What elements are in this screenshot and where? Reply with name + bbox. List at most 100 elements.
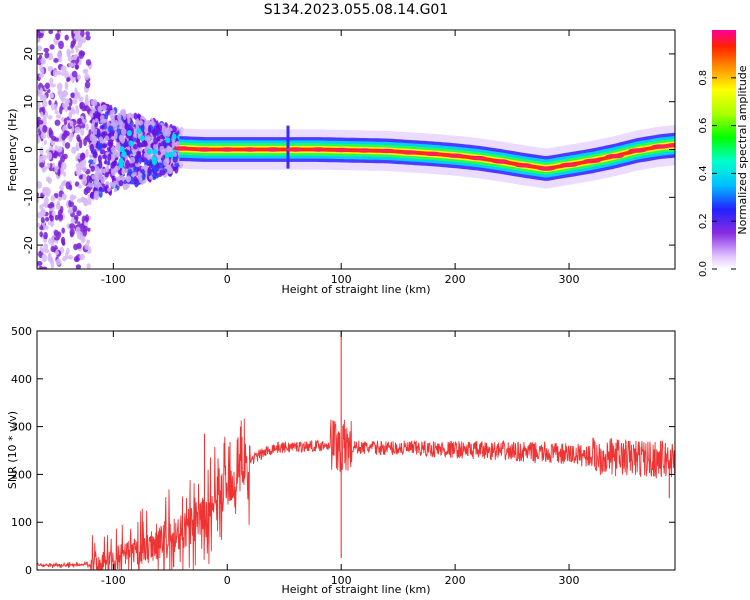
heatmap-speckle (50, 102, 56, 111)
heatmap-speckle (44, 216, 50, 222)
ridge-point (377, 148, 396, 154)
heatmap-speckle (68, 136, 73, 143)
heatmap-speckle (57, 145, 63, 153)
heatmap-speckle (77, 184, 82, 189)
snr-ticks: -100 0 100 200 300 0 100 200 300 400 500 (11, 325, 675, 587)
heatmap-speckle (62, 256, 67, 262)
heatmap-speckle (37, 260, 43, 266)
ridge-point (666, 143, 675, 148)
heatmap-speckle (97, 154, 102, 163)
heatmap-speckle (44, 196, 49, 205)
heatmap-speckle (77, 136, 81, 143)
ridge-point (468, 155, 487, 161)
heatmap-speckle (173, 152, 177, 157)
heatmap-speckle (67, 106, 72, 111)
heatmap-speckle (168, 167, 174, 174)
heatmap-speckle (89, 143, 95, 152)
heatmap-speckle (49, 77, 54, 85)
heatmap-speckle (107, 125, 114, 133)
heatmap-speckle (50, 246, 56, 253)
heatmap-speckle (60, 65, 67, 73)
heatmap-speckle (79, 101, 85, 109)
snr-xlabel: Height of straight line (km) (281, 583, 430, 596)
heatmap-speckle (38, 265, 43, 269)
heatmap-speckle (72, 55, 77, 61)
ridge-point (400, 150, 419, 155)
heatmap-speckle (57, 213, 64, 221)
heatmap-speckle (99, 119, 106, 124)
heatmap-speckle (44, 82, 51, 89)
heatmap-speckle (76, 231, 83, 240)
heatmap-speckle (64, 81, 69, 91)
heatmap-speckle (44, 51, 50, 59)
heatmap-speckle (83, 197, 89, 205)
heatmap-speckle (87, 227, 91, 232)
heatmap-speckle (55, 258, 62, 266)
heatmap-speckle (150, 119, 155, 126)
heatmap-speckle (37, 119, 44, 125)
heatmap-speckle (89, 154, 94, 159)
heatmap-speckle (93, 193, 98, 200)
heatmap-speckle (78, 174, 83, 180)
ridge-spike (286, 125, 290, 169)
x-tick-label: 0 (224, 273, 231, 286)
heatmap-speckle (123, 141, 127, 149)
heatmap-speckle (129, 156, 136, 163)
heatmap-speckle (114, 165, 121, 171)
heatmap-speckle (101, 143, 108, 148)
heatmap-speckle (85, 31, 90, 36)
heatmap-speckle (73, 35, 79, 40)
heatmap-speckle (50, 93, 55, 99)
heatmap-speckle (163, 158, 169, 167)
heatmap-speckle (98, 186, 103, 192)
ridge-point (172, 146, 191, 151)
heatmap-speckle (115, 142, 121, 151)
heatmap-speckle (91, 108, 96, 114)
heatmap-speckle (90, 165, 95, 172)
figure-title: S134.2023.055.08.14.G01 (264, 2, 449, 18)
heatmap-speckle (58, 160, 62, 165)
y-tick-label: 0 (22, 146, 35, 153)
heatmap-speckle (125, 175, 132, 183)
y-tick-label: 200 (11, 468, 32, 481)
heatmap-speckle (63, 117, 68, 126)
heatmap-speckle (68, 62, 75, 68)
heatmap-speckle (96, 128, 101, 138)
heatmap-speckle (143, 125, 149, 134)
heatmap-speckle (159, 170, 166, 176)
heatmap-speckle (175, 140, 180, 148)
ridge-point (651, 144, 670, 149)
y-tick-label: 500 (11, 325, 32, 338)
heatmap-speckle (119, 146, 125, 153)
heatmap-speckle (66, 77, 70, 82)
heatmap-speckle (54, 119, 61, 126)
heatmap-speckle (55, 33, 61, 41)
heatmap-speckle (128, 140, 134, 147)
heatmap-speckle (74, 126, 81, 134)
heatmap-speckle (48, 99, 52, 106)
colorbar: 0.0 0.2 0.4 0.6 0.8 Normalized spectral ampl… (698, 30, 749, 277)
heatmap-speckle (118, 162, 124, 169)
heatmap-speckle (85, 59, 92, 66)
heatmap-speckle (54, 110, 59, 115)
heatmap-speckle (127, 116, 131, 124)
heatmap-speckle (146, 135, 151, 143)
x-tick-label: -100 (101, 273, 126, 286)
heatmap-speckle (69, 232, 74, 238)
heatmap-speckle (104, 172, 110, 178)
heatmap-speckle (79, 51, 86, 57)
heatmap-speckle (63, 129, 68, 139)
heatmap-speckle (147, 125, 152, 134)
colorbar-label: Normalized spectral amplitude (736, 65, 749, 234)
heatmap-speckle (147, 166, 152, 175)
heatmap-speckle (107, 187, 111, 192)
heatmap-speckle (43, 139, 47, 145)
heatmap-speckle (91, 119, 96, 126)
heatmap-speckle (60, 117, 65, 122)
heatmap-speckle (69, 223, 76, 230)
heatmap-speckle (90, 99, 96, 106)
heatmap-speckle (105, 164, 110, 173)
heatmap-speckle (56, 82, 63, 91)
heatmap-speckle (68, 111, 73, 120)
